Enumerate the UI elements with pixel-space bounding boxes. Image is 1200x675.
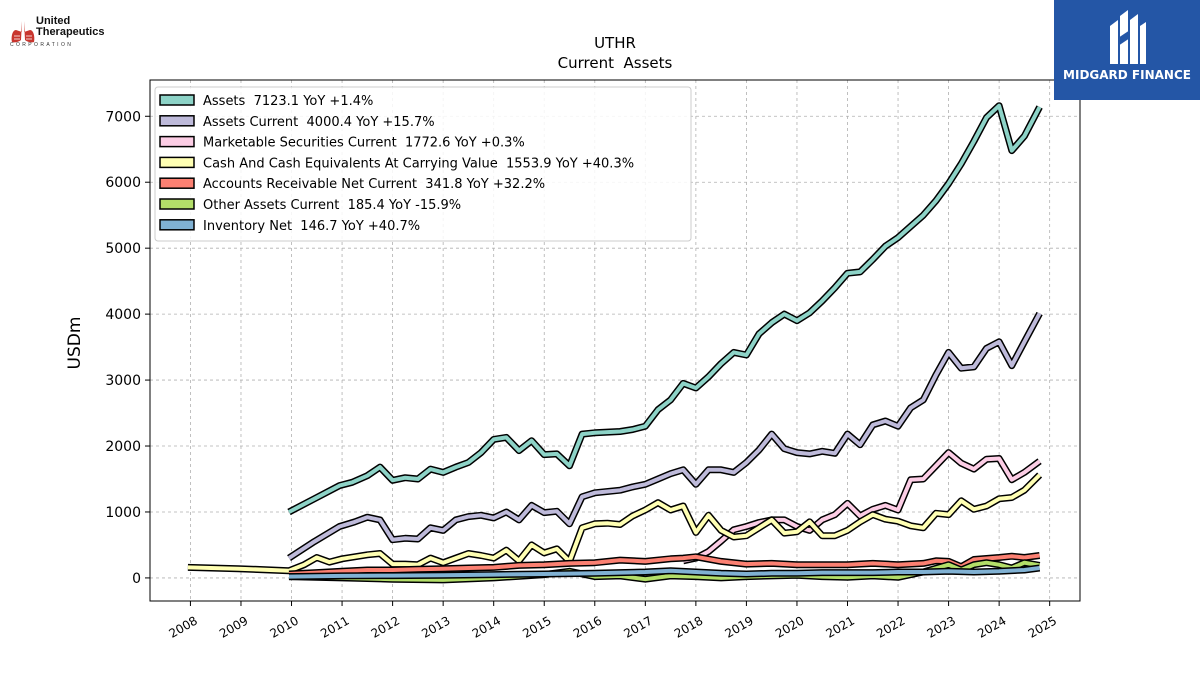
legend-swatch [159, 135, 195, 148]
x-tick-label: 2020 [773, 613, 806, 640]
legend: Assets 7123.1 YoY +1.4% Assets Current 40… [154, 86, 692, 242]
x-tick-label: 2012 [369, 613, 402, 640]
lungs-icon [11, 21, 35, 43]
series-line [288, 566, 1040, 579]
legend-label: Inventory Net 146.7 YoY +40.7% [203, 219, 420, 234]
y-tick-label: 1000 [105, 505, 141, 521]
y-tick-label: 2000 [105, 439, 141, 455]
legend-label: Accounts Receivable Net Current 341.8 Yo… [203, 177, 545, 192]
series-2 [682, 449, 1042, 565]
logo-name-line3: CORPORATION [10, 42, 74, 48]
x-tick-label: 2010 [268, 613, 301, 640]
x-tick-label: 2017 [621, 613, 654, 640]
legend-swatch [159, 94, 195, 106]
series-3 [187, 472, 1043, 575]
series-0 [287, 102, 1043, 516]
series-layer [187, 102, 1043, 584]
series-line [187, 473, 1042, 573]
series-line [288, 103, 1042, 514]
y-tick-label: 3000 [105, 373, 141, 389]
legend-swatch [159, 219, 195, 231]
x-tick-label: 2008 [166, 613, 199, 640]
y-tick-label: 5000 [105, 241, 141, 257]
x-tick-label: 2024 [975, 613, 1008, 640]
midgard-finance-text: MIDGARD FINANCE [1063, 68, 1191, 82]
x-tick-label: 2023 [925, 613, 958, 640]
x-tick-label: 2021 [824, 613, 857, 640]
series-1 [287, 311, 1043, 562]
chart-title: UTHR [594, 34, 636, 52]
x-tick-label: 2015 [520, 613, 553, 640]
series-line [682, 450, 1041, 563]
legend-box [154, 86, 692, 242]
legend-label: Other Assets Current 185.4 YoY -15.9% [203, 198, 461, 213]
logo-name-line1: United [36, 15, 71, 27]
y-tick-label: 4000 [105, 307, 141, 323]
x-tick-label: 2018 [672, 613, 705, 640]
x-tick-label: 2019 [722, 613, 755, 640]
legend-swatch [159, 177, 195, 189]
midgard-mark-icon [1110, 10, 1146, 64]
y-tick-label: 6000 [105, 175, 141, 191]
legend-swatch [159, 198, 195, 210]
united-therapeutics-logo: United Therapeutics CORPORATION [8, 14, 120, 50]
y-tick-label: 0 [132, 571, 141, 587]
series-6 [288, 564, 1041, 581]
plot-frame [149, 79, 1081, 602]
x-tick-label: 2009 [217, 613, 250, 640]
x-tick-label: 2025 [1026, 613, 1059, 640]
legend-label: Assets Current 4000.4 YoY +15.7% [203, 115, 435, 130]
legend-label: Marketable Securities Current 1772.6 YoY… [203, 136, 525, 151]
chart-subtitle: Current Assets [558, 54, 673, 72]
legend-label: Assets 7123.1 YoY +1.4% [203, 94, 373, 109]
legend-swatch [159, 156, 195, 169]
x-tick-label: 2013 [419, 613, 452, 640]
legend-label: Cash And Cash Equivalents At Carrying Va… [203, 156, 634, 171]
midgard-finance-logo: MIDGARD FINANCE [1054, 0, 1200, 100]
series-line [287, 312, 1042, 560]
y-tick-label: 7000 [105, 109, 141, 125]
x-tick-label: 2016 [571, 613, 604, 640]
legend-swatch [159, 115, 195, 127]
x-tick-label: 2022 [874, 613, 907, 640]
x-tick-label: 2011 [318, 613, 351, 640]
logo-name-line2: Therapeutics [36, 26, 105, 38]
x-tick-label: 2014 [470, 613, 503, 640]
y-axis-label: USDm [65, 317, 85, 370]
